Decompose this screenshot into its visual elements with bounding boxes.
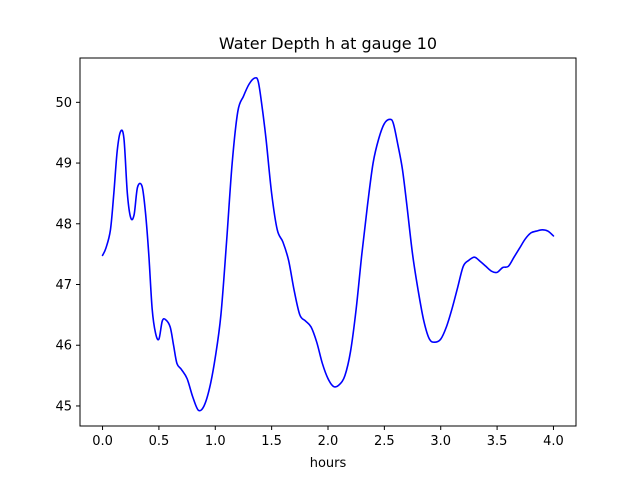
plot-frame <box>79 57 577 427</box>
x-tick-label: 0.0 <box>92 434 113 449</box>
x-tick-label: 3.5 <box>487 434 508 449</box>
y-tick-label: 49 <box>55 157 72 172</box>
x-axis-title: hours <box>310 456 347 471</box>
x-tick-label: 3.0 <box>430 434 451 449</box>
chart-title: Water Depth h at gauge 10 <box>219 34 437 53</box>
y-tick-label: 48 <box>55 217 72 232</box>
y-tick-label: 45 <box>55 399 72 414</box>
x-tick-label: 4.0 <box>543 434 564 449</box>
x-tick-label: 1.0 <box>205 434 226 449</box>
axis-ticks: 0.0 0.5 1.0 1.5 2.0 2.5 3.0 3.5 4.0 45 46 47 48 49 50 <box>55 96 563 449</box>
y-tick-label: 46 <box>55 339 72 354</box>
x-tick-label: 2.5 <box>374 434 395 449</box>
x-tick-label: 1.5 <box>261 434 282 449</box>
y-tick-label: 50 <box>55 96 72 111</box>
plot-lines <box>101 76 555 412</box>
series-line-water-depth <box>101 76 555 412</box>
x-tick-label: 2.0 <box>318 434 339 449</box>
y-tick-label: 47 <box>55 278 72 293</box>
x-tick-label: 0.5 <box>149 434 170 449</box>
